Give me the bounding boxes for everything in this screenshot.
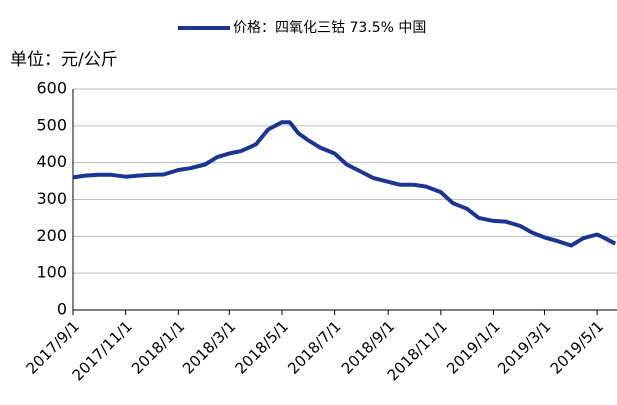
y-tick-label: 600 xyxy=(36,79,67,98)
y-tick-label: 0 xyxy=(57,300,67,319)
x-tick-label: 2018/1/1 xyxy=(128,317,188,377)
unit-label: 单位：元/公斤 xyxy=(10,50,118,70)
x-tick-label: 2018/3/1 xyxy=(179,317,239,377)
x-tick-label: 2019/5/1 xyxy=(547,317,607,377)
y-tick-label: 100 xyxy=(36,263,67,282)
x-tick-label: 2018/7/1 xyxy=(284,317,344,377)
x-tick-label: 2018/5/1 xyxy=(232,317,292,377)
x-tick-label: 2019/1/1 xyxy=(443,317,503,377)
y-tick-label: 300 xyxy=(36,189,67,208)
legend-label: 价格：四氧化三钴 73.5% 中国 xyxy=(233,20,426,36)
y-tick-label: 500 xyxy=(36,115,67,134)
y-tick-label: 200 xyxy=(36,226,67,245)
series-line xyxy=(72,120,617,248)
y-tick-label: 400 xyxy=(36,152,67,171)
x-tick-label: 2019/3/1 xyxy=(494,317,554,377)
